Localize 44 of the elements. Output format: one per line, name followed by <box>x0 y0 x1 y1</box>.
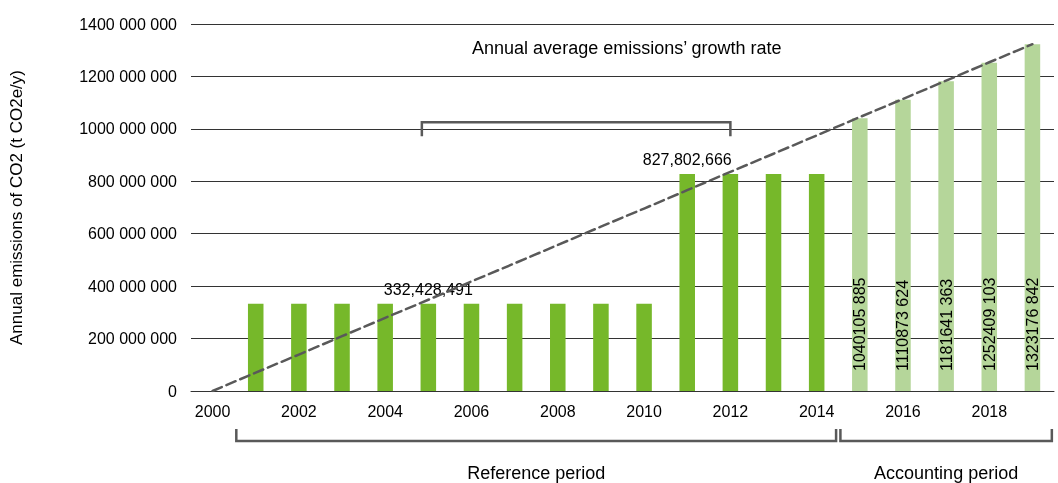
y-tick-label: 200 000 000 <box>88 330 178 348</box>
text: Accounting period <box>874 463 1019 483</box>
bar <box>808 174 825 391</box>
y-tick-label: 600 000 000 <box>88 225 178 243</box>
bar <box>722 174 739 391</box>
data-label: 1181641 363 <box>937 278 955 371</box>
bar <box>636 303 652 391</box>
bar <box>550 303 566 391</box>
x-tick-label: 2002 <box>281 402 317 420</box>
bar <box>765 174 782 391</box>
bar <box>420 303 437 391</box>
x-tick-label: 2006 <box>453 402 490 420</box>
y-tick-label: 800 000 000 <box>88 172 178 190</box>
bar <box>895 99 911 391</box>
x-tick-label: 2008 <box>539 402 576 420</box>
data-label: 1110873 624 <box>894 279 912 371</box>
y-tick-label: 1400 000 000 <box>79 15 178 33</box>
bar <box>593 303 609 391</box>
x-tick-label: 2018 <box>971 402 1008 420</box>
bar <box>377 303 393 391</box>
y-tick-label: 0 <box>168 382 178 400</box>
bar <box>938 81 954 391</box>
bar <box>679 174 695 391</box>
bar <box>247 303 264 391</box>
text: Reference period <box>467 463 606 483</box>
bar <box>291 303 307 391</box>
x-tick-label: 2014 <box>798 402 835 420</box>
bar <box>334 303 350 391</box>
x-tick-label: 2010 <box>626 402 662 420</box>
y-tick-label: 400 000 000 <box>88 277 178 295</box>
data-label: 1252409 103 <box>980 277 998 371</box>
x-tick-label: 2012 <box>712 402 749 420</box>
bar <box>506 303 523 391</box>
y-tick-label: 1000 000 000 <box>79 120 178 138</box>
annotation: Annual average emissions’ growth rate <box>472 37 782 58</box>
x-tick-label: 2016 <box>885 402 921 420</box>
bar <box>463 303 480 391</box>
data-label: 1040105 885 <box>851 277 869 371</box>
y-axis-title: Annual emissions of CO2 (t CO2e/y) <box>7 70 26 345</box>
y-tick-label: 1200 000 000 <box>79 67 178 85</box>
x-tick-label: 2004 <box>367 402 404 420</box>
data-label: 1323176 842 <box>1023 277 1041 371</box>
x-tick-label: 2000 <box>194 402 231 420</box>
data-label: 827,802,666 <box>642 151 732 169</box>
